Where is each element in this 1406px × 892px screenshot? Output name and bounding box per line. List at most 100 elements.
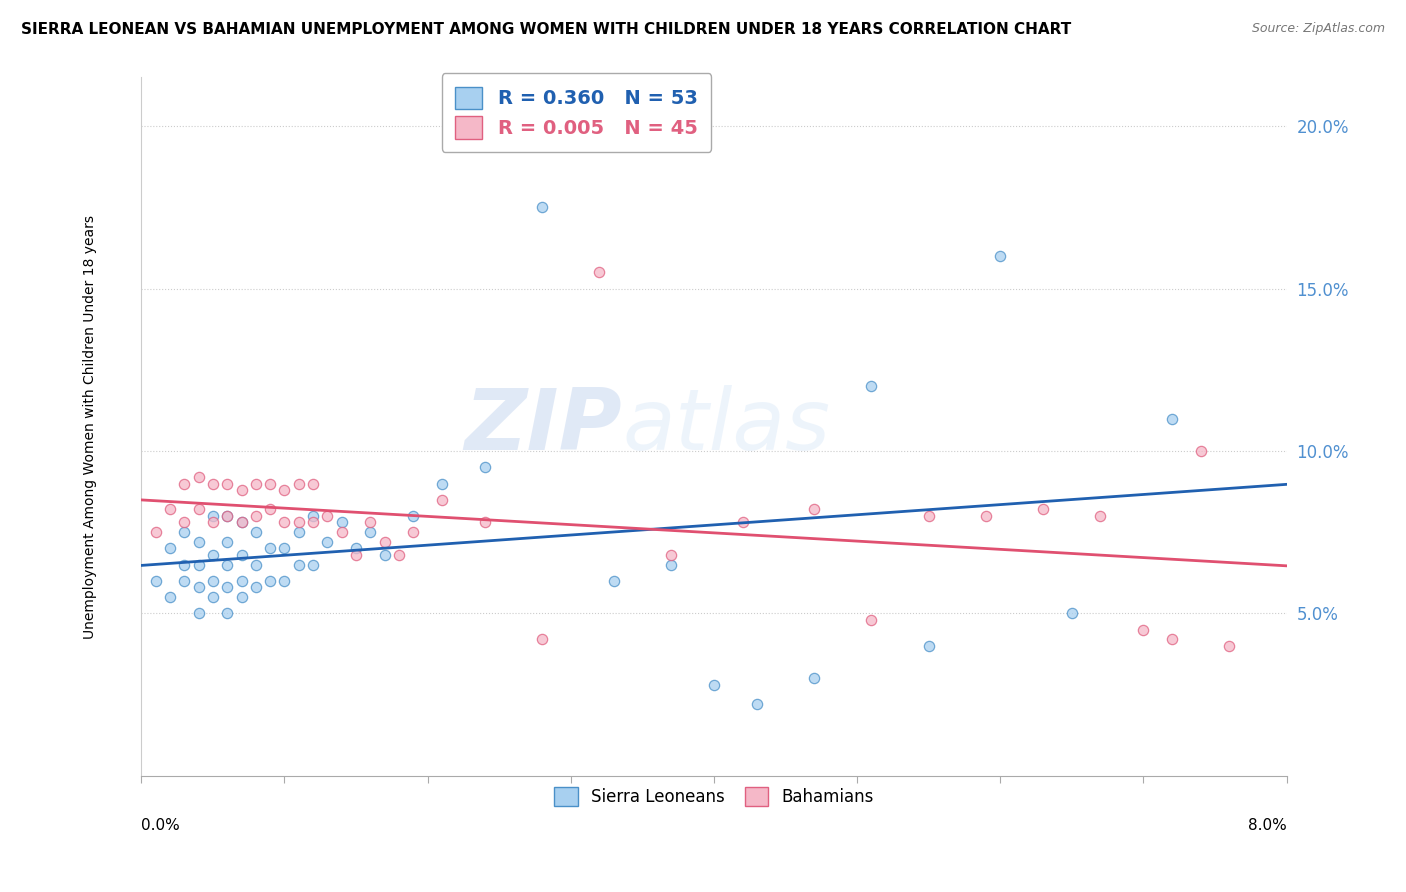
Text: 8.0%: 8.0% bbox=[1249, 818, 1286, 833]
Point bbox=[402, 525, 425, 540]
Point bbox=[659, 548, 682, 562]
Point bbox=[187, 558, 209, 572]
Legend: Sierra Leoneans, Bahamians: Sierra Leoneans, Bahamians bbox=[547, 780, 880, 813]
Point bbox=[159, 591, 181, 605]
Point bbox=[374, 548, 396, 562]
Point bbox=[187, 470, 209, 484]
Point bbox=[145, 525, 167, 540]
Point bbox=[231, 516, 253, 530]
Point bbox=[201, 476, 224, 491]
Point bbox=[273, 483, 295, 497]
Point bbox=[245, 558, 267, 572]
Text: Source: ZipAtlas.com: Source: ZipAtlas.com bbox=[1251, 22, 1385, 36]
Point bbox=[217, 508, 239, 523]
Point bbox=[302, 516, 325, 530]
Point bbox=[288, 558, 311, 572]
Point bbox=[1090, 508, 1112, 523]
Point bbox=[316, 508, 339, 523]
Point bbox=[1161, 632, 1184, 647]
Point bbox=[1189, 444, 1212, 458]
Point bbox=[316, 535, 339, 549]
Point bbox=[259, 476, 281, 491]
Point bbox=[245, 476, 267, 491]
Point bbox=[988, 249, 1011, 263]
Point bbox=[974, 508, 997, 523]
Text: Unemployment Among Women with Children Under 18 years: Unemployment Among Women with Children U… bbox=[83, 215, 97, 639]
Point bbox=[474, 516, 496, 530]
Text: SIERRA LEONEAN VS BAHAMIAN UNEMPLOYMENT AMONG WOMEN WITH CHILDREN UNDER 18 YEARS: SIERRA LEONEAN VS BAHAMIAN UNEMPLOYMENT … bbox=[21, 22, 1071, 37]
Point bbox=[217, 607, 239, 621]
Point bbox=[173, 476, 195, 491]
Point bbox=[703, 678, 725, 692]
Point bbox=[273, 541, 295, 556]
Point bbox=[344, 548, 367, 562]
Point bbox=[359, 525, 381, 540]
Point bbox=[860, 379, 883, 393]
Text: atlas: atlas bbox=[623, 385, 831, 468]
Point bbox=[201, 508, 224, 523]
Point bbox=[288, 525, 311, 540]
Point bbox=[217, 535, 239, 549]
Point bbox=[187, 581, 209, 595]
Point bbox=[330, 516, 353, 530]
Point bbox=[231, 483, 253, 497]
Point bbox=[731, 516, 754, 530]
Point bbox=[374, 535, 396, 549]
Point bbox=[1032, 502, 1054, 516]
Point bbox=[745, 698, 768, 712]
Point bbox=[302, 508, 325, 523]
Point bbox=[145, 574, 167, 588]
Text: ZIP: ZIP bbox=[465, 385, 623, 468]
Point bbox=[302, 476, 325, 491]
Point bbox=[474, 460, 496, 475]
Point bbox=[231, 516, 253, 530]
Point bbox=[231, 574, 253, 588]
Text: 0.0%: 0.0% bbox=[142, 818, 180, 833]
Point bbox=[159, 541, 181, 556]
Point bbox=[803, 672, 825, 686]
Point bbox=[201, 548, 224, 562]
Point bbox=[201, 591, 224, 605]
Point bbox=[531, 632, 554, 647]
Point bbox=[803, 502, 825, 516]
Point bbox=[659, 558, 682, 572]
Point bbox=[173, 574, 195, 588]
Point bbox=[245, 525, 267, 540]
Point bbox=[918, 639, 941, 653]
Point bbox=[259, 574, 281, 588]
Point bbox=[231, 591, 253, 605]
Point bbox=[187, 607, 209, 621]
Point bbox=[173, 516, 195, 530]
Point bbox=[201, 574, 224, 588]
Point bbox=[217, 581, 239, 595]
Point bbox=[201, 516, 224, 530]
Point bbox=[588, 265, 610, 279]
Point bbox=[245, 508, 267, 523]
Point bbox=[330, 525, 353, 540]
Point bbox=[359, 516, 381, 530]
Point bbox=[603, 574, 626, 588]
Point bbox=[1161, 411, 1184, 425]
Point bbox=[430, 492, 453, 507]
Point bbox=[259, 502, 281, 516]
Point bbox=[531, 200, 554, 214]
Point bbox=[1218, 639, 1240, 653]
Point bbox=[288, 516, 311, 530]
Point bbox=[173, 558, 195, 572]
Point bbox=[860, 613, 883, 627]
Point bbox=[173, 525, 195, 540]
Point bbox=[217, 476, 239, 491]
Point bbox=[344, 541, 367, 556]
Point bbox=[273, 574, 295, 588]
Point bbox=[288, 476, 311, 491]
Point bbox=[159, 502, 181, 516]
Point bbox=[302, 558, 325, 572]
Point bbox=[402, 508, 425, 523]
Point bbox=[259, 541, 281, 556]
Point bbox=[245, 581, 267, 595]
Point bbox=[1132, 623, 1154, 637]
Point bbox=[388, 548, 411, 562]
Point bbox=[231, 548, 253, 562]
Point bbox=[430, 476, 453, 491]
Point bbox=[918, 508, 941, 523]
